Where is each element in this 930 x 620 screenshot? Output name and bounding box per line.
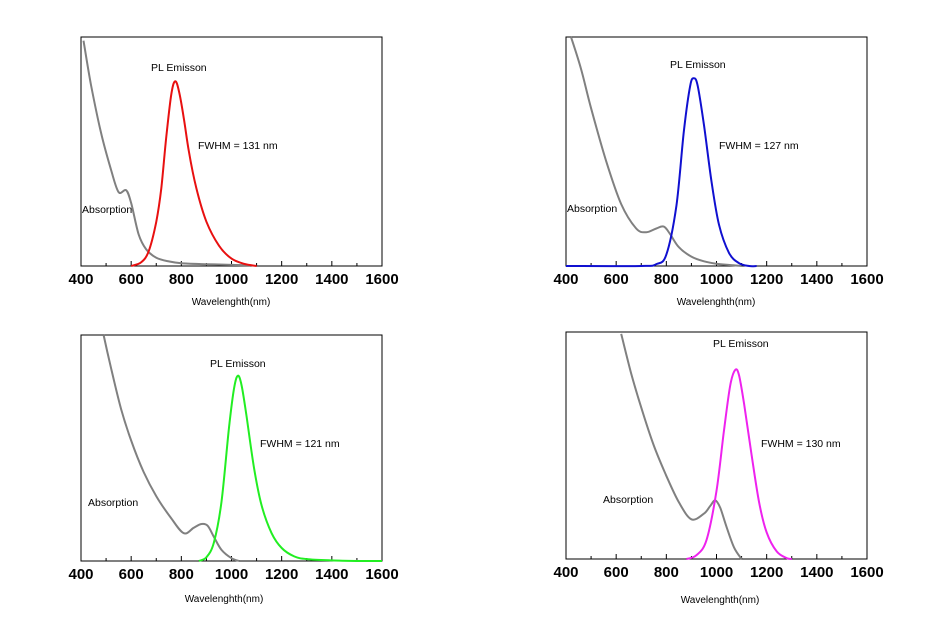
x-tick-label: 600 <box>119 271 144 288</box>
x-axis-label: Wavelenghth(nm) <box>681 595 760 606</box>
x-tick-label: 1000 <box>215 271 248 288</box>
absorption-annotation: Absorption <box>82 204 132 216</box>
pl-emission-curve <box>130 80 257 267</box>
absorption-annotation: Absorption <box>567 203 617 215</box>
series-lines <box>620 333 793 560</box>
pl-emission-curve <box>198 374 383 563</box>
chart-panel-3: 400 600 800 1000 1200 1400 1600 Wavelenghth(nm… <box>68 334 399 605</box>
x-tick-label: 1600 <box>365 271 398 288</box>
chart-panel-1: 400 600 800 1000 1200 1400 1600 Wavelenghth(nm… <box>68 36 399 308</box>
x-tick-labels: 400 600 800 1000 1200 1400 1600 <box>553 271 883 288</box>
pl-emission-curve <box>565 77 757 268</box>
x-axis-label: Wavelenghth(nm) <box>192 297 271 308</box>
x-tick-label: 400 <box>553 271 578 288</box>
x-ticks <box>565 554 868 559</box>
x-tick-label: 400 <box>68 271 93 288</box>
absorption-curve <box>570 36 742 267</box>
x-tick-label: 1600 <box>850 271 883 288</box>
x-tick-label: 1200 <box>750 564 783 581</box>
x-tick-label: 800 <box>654 271 679 288</box>
x-tick-label: 600 <box>119 566 144 583</box>
x-tick-label: 1600 <box>850 564 883 581</box>
x-tick-label: 600 <box>604 564 629 581</box>
absorption-annotation: Absorption <box>88 497 138 509</box>
x-tick-label: 1200 <box>265 566 298 583</box>
x-tick-label: 800 <box>169 271 194 288</box>
series-lines <box>102 334 383 563</box>
x-tick-label: 1200 <box>750 271 783 288</box>
x-axis-label: Wavelenghth(nm) <box>185 594 264 605</box>
absorption-curve <box>102 334 240 562</box>
emission-annotation: PL Emisson <box>713 338 769 350</box>
fwhm-annotation: FWHM = 121 nm <box>260 438 340 450</box>
fwhm-annotation: FWHM = 127 nm <box>719 140 799 152</box>
x-tick-label: 1600 <box>365 566 398 583</box>
x-tick-label: 1000 <box>215 566 248 583</box>
x-tick-label: 400 <box>553 564 578 581</box>
series-lines <box>565 36 757 268</box>
x-tick-label: 1000 <box>700 271 733 288</box>
x-tick-label: 800 <box>169 566 194 583</box>
plot-frame <box>565 36 868 267</box>
x-tick-labels: 400 600 800 1000 1200 1400 1600 <box>553 564 883 581</box>
emission-annotation: PL Emisson <box>210 358 266 370</box>
chart-panel-4: 400 600 800 1000 1200 1400 1600 Wavelenghth(nm… <box>553 331 884 606</box>
series-lines <box>82 40 257 267</box>
x-tick-label: 1200 <box>265 271 298 288</box>
pl-emission-curve <box>686 368 793 560</box>
x-tick-label: 600 <box>604 271 629 288</box>
x-tick-label: 1400 <box>315 566 348 583</box>
chart-panel-2: 400 600 800 1000 1200 1400 1600 Wavelenghth(nm… <box>553 36 884 308</box>
x-axis-label: Wavelenghth(nm) <box>677 297 756 308</box>
x-tick-label: 1000 <box>700 564 733 581</box>
x-tick-label: 1400 <box>800 564 833 581</box>
x-tick-label: 1400 <box>315 271 348 288</box>
x-tick-label: 400 <box>68 566 93 583</box>
x-tick-labels: 400 600 800 1000 1200 1400 1600 <box>68 271 398 288</box>
absorption-curve <box>82 40 251 267</box>
fwhm-annotation: FWHM = 131 nm <box>198 140 278 152</box>
x-tick-label: 800 <box>654 564 679 581</box>
emission-annotation: PL Emisson <box>151 62 207 74</box>
emission-annotation: PL Emisson <box>670 59 726 71</box>
x-tick-labels: 400 600 800 1000 1200 1400 1600 <box>68 566 398 583</box>
fwhm-annotation: FWHM = 130 nm <box>761 438 841 450</box>
absorption-annotation: Absorption <box>603 494 653 506</box>
x-tick-label: 1400 <box>800 271 833 288</box>
absorption-curve <box>620 333 743 560</box>
x-ticks <box>80 261 383 266</box>
